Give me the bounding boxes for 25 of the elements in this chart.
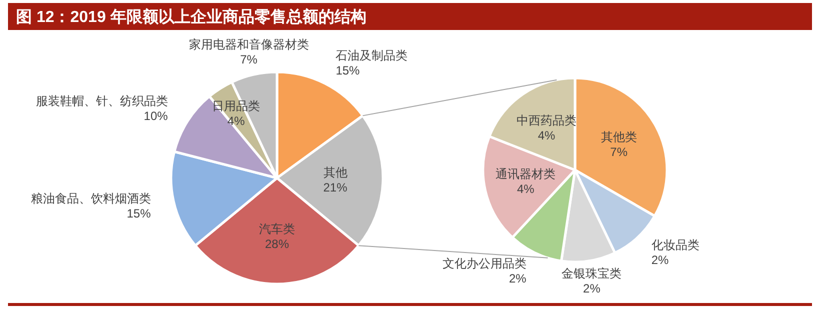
data-label: 2%: [651, 252, 670, 267]
data-label: 7%: [240, 52, 258, 66]
slice-label: 石油及制品类: [336, 48, 408, 62]
data-label: 2%: [508, 272, 527, 286]
data-label: 15%: [126, 206, 152, 221]
slice-label: 文化办公用品类: [442, 256, 526, 271]
slice-label: 日用品类: [212, 99, 260, 114]
slice-label: 其他类: [600, 130, 637, 144]
slice-label: 化妆品类: [651, 238, 700, 252]
slice-label: 通讯器材类: [496, 166, 556, 181]
slice-label: 金银珠宝类: [562, 266, 622, 280]
slice-label: 家用电器和音像器材类: [188, 37, 309, 52]
data-label: 21%: [323, 180, 348, 194]
slice-label: 其他: [323, 165, 348, 180]
data-label: 7%: [610, 145, 628, 160]
data-label: 4%: [538, 128, 556, 143]
slice-label: 汽车类: [259, 222, 295, 236]
chart-title: 图 12：2019 年限额以上企业商品零售总额的结构: [16, 8, 366, 26]
data-label: 2%: [583, 281, 601, 296]
slice-label: 服装鞋帽、针、纺织品类: [36, 94, 168, 108]
data-label: 4%: [516, 182, 535, 196]
data-label: 15%: [336, 63, 360, 78]
slice-label: 粮油食品、饮料烟酒类: [30, 192, 151, 206]
data-label: 10%: [144, 109, 168, 124]
data-label: 28%: [264, 236, 290, 251]
